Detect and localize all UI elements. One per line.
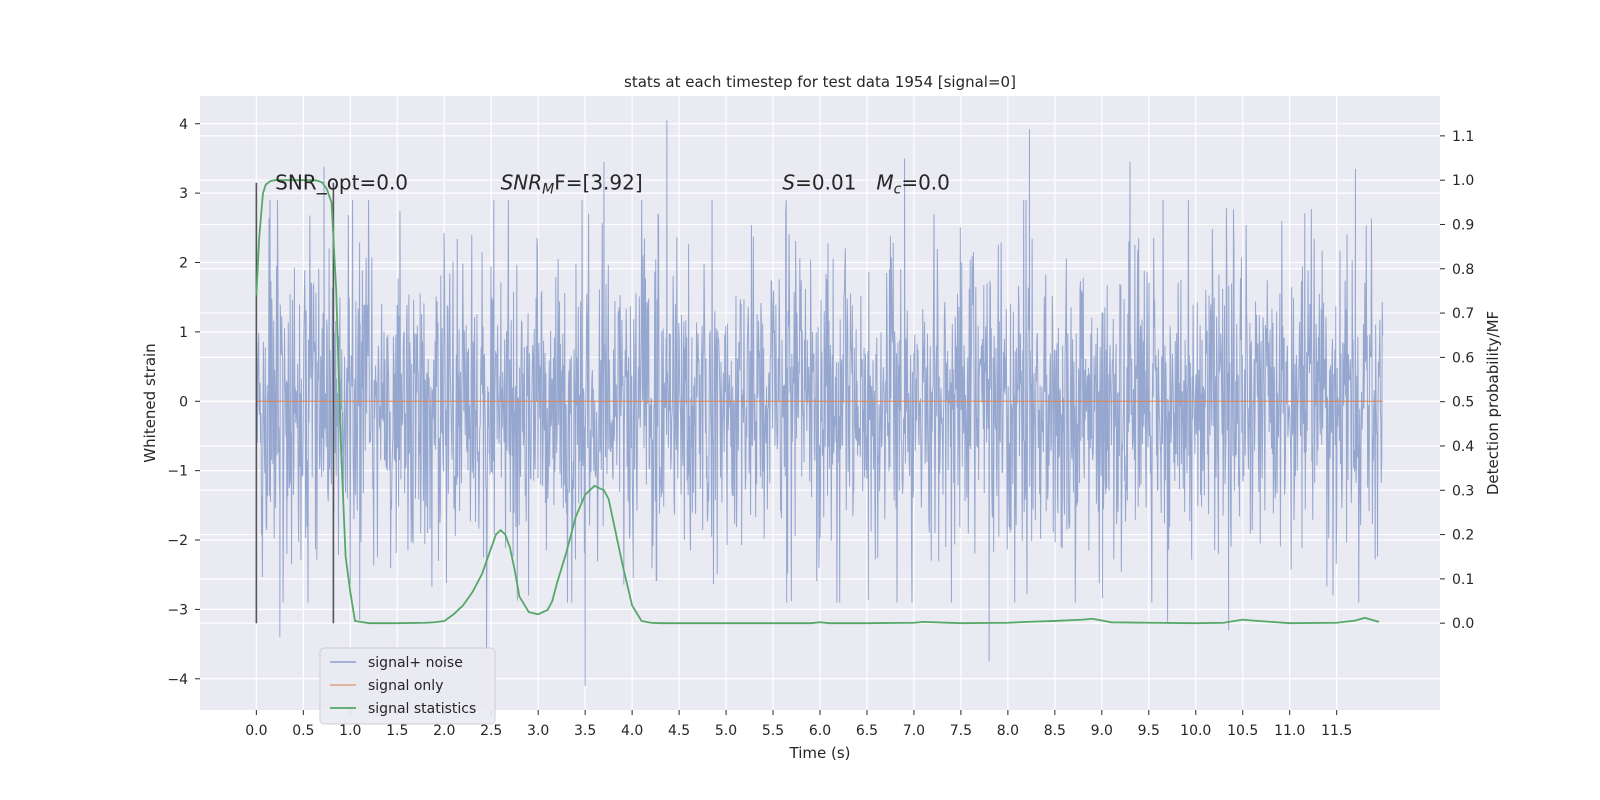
x-axis-ticks: 0.0 0.5 1.0 1.5 2.0 2.5 3.0 3.5 4.0 4.5 5.0 5.5 6.0 6…: [245, 710, 1352, 739]
legend-label-signal-plus-noise: signal+ noise: [368, 655, 463, 671]
legend-label-signal-statistics: signal statistics: [368, 701, 476, 717]
y2-tick-label-10: 0.1: [1452, 572, 1474, 588]
vertical-markers: [255, 182, 335, 624]
y-tick-label-5: −1: [167, 464, 188, 480]
x-tick-label-19: 9.5: [1138, 723, 1160, 739]
y2-axis-label: Detection probability/MF: [1484, 311, 1502, 495]
x-tick-label-0: 0.0: [245, 723, 267, 739]
y2-tick-label-9: 0.2: [1452, 528, 1474, 544]
x-axis-label: Time (s): [789, 744, 851, 762]
y-axis-label: Whitened strain: [141, 343, 159, 462]
y-tick-label-8: −4: [167, 672, 188, 688]
y2-tick-label-1: 1.0: [1452, 173, 1474, 189]
x-tick-label-7: 3.5: [574, 723, 596, 739]
x-tick-label-13: 6.5: [856, 723, 878, 739]
x-tick-label-23: 11.5: [1321, 723, 1352, 739]
annotation-3: Mc=0.0: [876, 171, 950, 198]
x-tick-label-21: 10.5: [1227, 723, 1258, 739]
x-tick-label-12: 6.0: [809, 723, 831, 739]
x-tick-label-22: 11.0: [1274, 723, 1305, 739]
y2-tick-label-7: 0.4: [1452, 439, 1474, 455]
x-tick-label-9: 4.5: [668, 723, 690, 739]
y-tick-label-2: 2: [179, 256, 188, 272]
x-tick-label-5: 2.5: [480, 723, 502, 739]
y2-tick-label-6: 0.5: [1452, 395, 1474, 411]
x-tick-label-3: 1.5: [386, 723, 408, 739]
x-tick-label-6: 3.0: [527, 723, 549, 739]
x-tick-label-10: 5.0: [715, 723, 737, 739]
x-tick-label-8: 4.0: [621, 723, 643, 739]
y-axis-ticks: 4 3 2 1 0 −1 −2 −3 −4: [167, 117, 200, 688]
y2-tick-label-2: 0.9: [1452, 217, 1474, 233]
noise-line: [255, 120, 1384, 686]
y2-tick-label-11: 0.0: [1452, 616, 1474, 632]
x-tick-label-15: 7.5: [950, 723, 972, 739]
annotations: SNR_opt=0.0 SNRMF=[3.92] S=0.01 Mc=0.0: [275, 171, 950, 198]
y2-tick-label-3: 0.8: [1452, 262, 1474, 278]
statistics-line: [255, 179, 1380, 625]
y2-axis-ticks: 1.1 1.0 0.9 0.8 0.7 0.6 0.5 0.4 0.3 0.2 0.1 0.0: [1440, 129, 1474, 632]
x-tick-label-17: 8.5: [1044, 723, 1066, 739]
y-tick-label-0: 4: [179, 117, 188, 133]
y2-tick-label-0: 1.1: [1452, 129, 1474, 145]
y2-tick-label-5: 0.6: [1452, 350, 1474, 366]
legend-label-signal-only: signal only: [368, 678, 443, 694]
annotation-2: S=0.01: [782, 171, 856, 195]
x-tick-label-14: 7.0: [903, 723, 925, 739]
x-tick-label-1: 0.5: [292, 723, 314, 739]
y-tick-label-7: −3: [167, 602, 188, 618]
x-tick-label-20: 10.0: [1180, 723, 1211, 739]
y2-tick-label-8: 0.3: [1452, 483, 1474, 499]
legend-box: [319, 647, 496, 725]
y-tick-label-3: 1: [179, 325, 188, 341]
x-tick-label-4: 2.0: [433, 723, 455, 739]
x-tick-label-18: 9.0: [1091, 723, 1113, 739]
y-tick-label-4: 0: [179, 394, 188, 410]
series-signal-plus-noise: [255, 120, 1384, 686]
annotation-0: SNR_opt=0.0: [275, 171, 408, 195]
y2-tick-label-4: 0.7: [1452, 306, 1474, 322]
y-tick-label-6: −2: [167, 533, 188, 549]
annotation-1: SNRMF=[3.92]: [501, 171, 643, 198]
x-tick-label-2: 1.0: [339, 723, 361, 739]
chart-title: stats at each timestep for test data 195…: [624, 73, 1016, 91]
series-signal-statistics: [255, 179, 1380, 625]
x-tick-label-16: 8.0: [997, 723, 1019, 739]
y-tick-label-1: 3: [179, 186, 188, 202]
legend: signal+ noise signal only signal statist…: [319, 647, 496, 725]
x-tick-label-11: 5.5: [762, 723, 784, 739]
